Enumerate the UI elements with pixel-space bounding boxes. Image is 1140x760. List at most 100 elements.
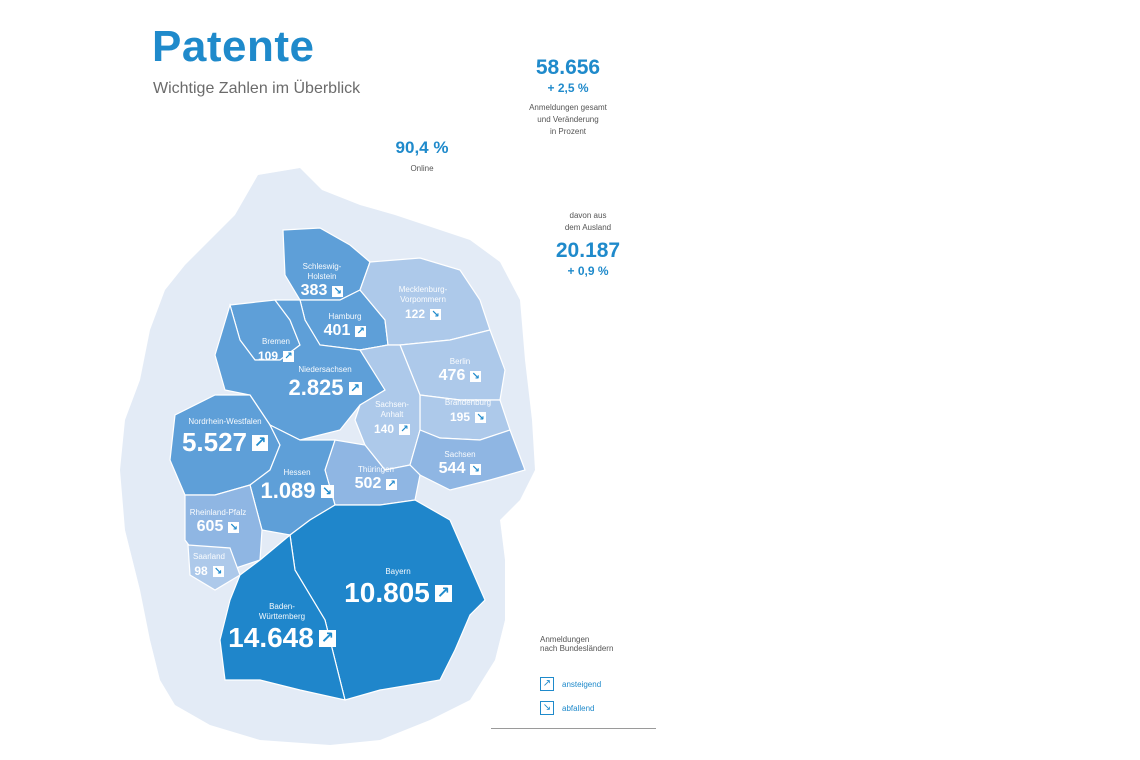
region-value-text: 140 xyxy=(373,422,395,436)
stat-online: 90,4 % Online xyxy=(372,136,472,175)
region-value-text: 383 xyxy=(300,282,328,299)
arrow-down-right-icon: ↘ xyxy=(320,483,334,498)
stat-abroad: davon aus dem Ausland 20.187 + 0,9 % xyxy=(538,210,638,279)
arrow-down-right-icon: ↘ xyxy=(212,565,224,577)
region-name: Sachsen xyxy=(444,450,476,459)
stat-online-label: Online xyxy=(410,164,434,173)
region-value: 2.825 ↗ xyxy=(288,375,362,401)
region-label-saarland: Saarland 98 ↘ xyxy=(149,552,269,580)
region-label-berlin: Berlin 476 ↘ xyxy=(400,357,520,385)
region-value-text: 122 xyxy=(404,307,426,321)
legend: Anmeldungen nach Bundesländern ↗ ansteig… xyxy=(540,635,613,715)
region-value-text: 544 xyxy=(438,460,466,477)
region-label-brandenburg: Brandenburg 195 ↘ xyxy=(408,398,528,426)
region-label-niedersachsen: Niedersachsen 2.825 ↗ xyxy=(265,365,385,401)
stat-online-value: 90,4 % xyxy=(395,138,449,157)
arrow-down-right-icon: ↘ xyxy=(470,463,482,475)
region-value-text: 476 xyxy=(438,367,466,384)
region-name: Holstein xyxy=(307,272,337,281)
region-value: 122 ↘ xyxy=(404,307,442,321)
legend-title-1: Anmeldungen xyxy=(540,635,590,644)
legend-item-rising: ↗ ansteigend xyxy=(540,677,613,691)
region-value-text: 1.089 xyxy=(260,478,316,503)
region-value-text: 109 xyxy=(257,349,279,363)
region-value-text: 5.527 xyxy=(181,427,248,457)
arrow-up-right-icon: ↗ xyxy=(252,433,269,451)
arrow-up-right-icon: ↗ xyxy=(434,584,452,602)
arrow-down-right-icon: ↘ xyxy=(228,521,240,533)
region-value: 544 ↘ xyxy=(439,460,482,478)
region-name: Anhalt xyxy=(380,410,404,419)
arrow-down-right-icon: ↘ xyxy=(332,285,344,297)
arrow-up-right-icon: ↗ xyxy=(386,478,398,490)
region-value-text: 401 xyxy=(323,322,351,339)
region-value-text: 98 xyxy=(194,564,208,578)
region-label-baden-württemberg: Baden- Württemberg 14.648 ↗ xyxy=(222,602,342,654)
arrow-up-right-icon: ↗ xyxy=(540,677,554,691)
region-label-bremen: Bremen 109 ↗ xyxy=(216,337,336,365)
arrow-up-right-icon: ↗ xyxy=(355,325,367,337)
stat-total-label-3: in Prozent xyxy=(549,127,587,136)
region-name: Württemberg xyxy=(258,612,306,621)
legend-item-falling: ↘ abfallend xyxy=(540,701,613,715)
region-value: 1.089 ↘ xyxy=(260,478,334,504)
legend-falling-label: abfallend xyxy=(562,703,595,713)
region-name: Brandenburg xyxy=(444,398,492,407)
region-value-text: 195 xyxy=(449,410,471,424)
region-value-text: 14.648 xyxy=(228,622,314,653)
stat-abroad-value: 20.187 xyxy=(555,239,621,262)
region-value-text: 10.805 xyxy=(344,577,430,608)
region-label-hessen: Hessen 1.089 ↘ xyxy=(237,468,357,504)
stat-abroad-change: + 0,9 % xyxy=(567,264,609,278)
region-value: 140 ↗ xyxy=(373,422,411,436)
stat-total-change: + 2,5 % xyxy=(547,81,589,95)
region-name: Hamburg xyxy=(328,312,362,321)
arrow-up-right-icon: ↗ xyxy=(318,629,336,647)
region-value: 605 ↘ xyxy=(197,518,240,536)
region-name: Sachsen- xyxy=(375,400,409,409)
region-name: Berlin xyxy=(449,357,471,366)
region-value: 476 ↘ xyxy=(439,367,482,385)
region-label-mecklenburg-vorpommern: Mecklenburg- Vorpommern 122 ↘ xyxy=(363,285,483,323)
page-title: Patente xyxy=(152,22,315,71)
arrow-up-right-icon: ↗ xyxy=(399,423,411,435)
legend-title-2: nach Bundesländern xyxy=(540,644,614,653)
region-name: Saarland xyxy=(192,552,226,561)
region-label-hamburg: Hamburg 401 ↗ xyxy=(285,312,405,340)
region-value: 109 ↗ xyxy=(257,349,295,363)
region-value: 383 ↘ xyxy=(301,282,344,300)
region-value-text: 502 xyxy=(354,475,382,492)
region-name: Baden- xyxy=(269,602,295,611)
region-label-thüringen: Thüringen 502 ↗ xyxy=(316,465,436,493)
region-name: Bremen xyxy=(261,337,290,346)
region-value: 401 ↗ xyxy=(324,322,367,340)
region-name: Schleswig- xyxy=(302,262,342,271)
stat-total-label-1: Anmeldungen gesamt xyxy=(529,103,607,112)
arrow-up-right-icon: ↗ xyxy=(348,380,362,395)
arrow-down-right-icon: ↘ xyxy=(430,308,442,320)
region-value: 14.648 ↗ xyxy=(228,622,336,654)
region-value: 10.805 ↗ xyxy=(344,577,452,609)
region-name: Hessen xyxy=(283,468,311,477)
region-name: Mecklenburg- xyxy=(398,285,448,294)
arrow-down-right-icon: ↘ xyxy=(475,411,487,423)
region-value: 502 ↗ xyxy=(355,475,398,493)
stat-abroad-label-1: davon aus xyxy=(569,211,607,220)
region-label-sachsen: Sachsen 544 ↘ xyxy=(400,450,520,478)
region-value: 98 ↘ xyxy=(194,564,224,578)
page-subtitle: Wichtige Zahlen im Überblick xyxy=(153,80,361,97)
region-value: 195 ↘ xyxy=(449,410,487,424)
region-name: Vorpommern xyxy=(400,295,446,304)
arrow-down-right-icon: ↘ xyxy=(470,370,482,382)
region-label-bayern: Bayern 10.805 ↗ xyxy=(338,567,458,609)
legend-rule xyxy=(491,728,656,729)
region-name: Nordrhein-Westfalen xyxy=(188,417,262,426)
region-value: 5.527 ↗ xyxy=(181,427,269,458)
region-name: Bayern xyxy=(385,567,411,576)
arrow-up-right-icon: ↗ xyxy=(283,350,295,362)
stat-abroad-label-2: dem Ausland xyxy=(564,223,612,232)
arrow-down-right-icon: ↘ xyxy=(540,701,554,715)
region-value-text: 2.825 xyxy=(288,375,344,400)
region-name: Thüringen xyxy=(357,465,395,474)
region-name: Niedersachsen xyxy=(298,365,352,374)
